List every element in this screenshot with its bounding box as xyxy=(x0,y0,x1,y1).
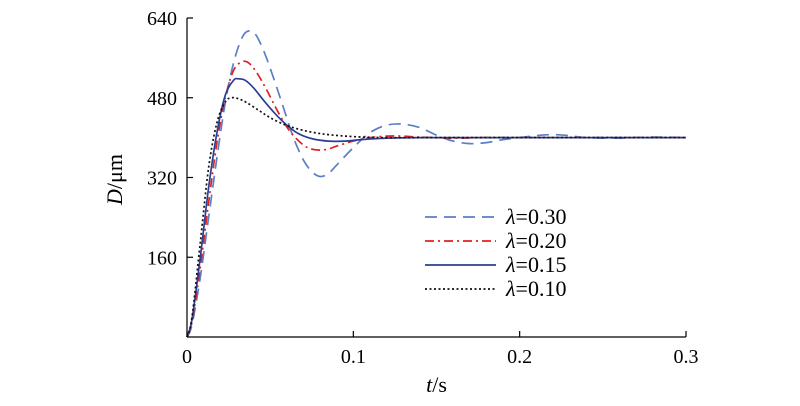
x-axis-unit: /s xyxy=(432,372,447,397)
y-ticks: 160 320 480 640 xyxy=(147,8,193,269)
y-axis-unit: /μm xyxy=(102,154,127,189)
x-tick-label: 0.1 xyxy=(341,346,366,368)
y-axis-label: D/μm xyxy=(102,154,127,206)
x-axis-label: t/s xyxy=(426,372,447,397)
y-tick-label: 480 xyxy=(147,88,177,110)
legend-label: λ=0.15 xyxy=(505,252,566,277)
x-ticks: 0 0.1 0.2 0.3 xyxy=(182,331,699,368)
y-tick-label: 320 xyxy=(147,168,177,190)
series-line-3 xyxy=(186,77,686,338)
y-axis-variable: D xyxy=(102,189,127,206)
x-axis-variable: t xyxy=(426,372,433,397)
legend-label: λ=0.20 xyxy=(505,228,566,253)
y-tick-label: 160 xyxy=(147,247,177,269)
x-tick-label: 0 xyxy=(182,346,192,368)
series-line-1 xyxy=(186,29,687,338)
axes: 0 0.1 0.2 0.3 160 320 480 640 xyxy=(147,8,699,368)
legend-label: λ=0.10 xyxy=(505,276,566,301)
series-line-2 xyxy=(186,60,686,338)
series-line-4 xyxy=(186,96,686,338)
x-tick-label: 0.3 xyxy=(674,346,699,368)
x-tick-label: 0.2 xyxy=(507,346,532,368)
legend: λ=0.30λ=0.20λ=0.15λ=0.10 xyxy=(425,204,566,301)
y-tick-label: 640 xyxy=(147,8,177,30)
series-layer xyxy=(186,29,687,338)
legend-label: λ=0.30 xyxy=(505,204,566,229)
